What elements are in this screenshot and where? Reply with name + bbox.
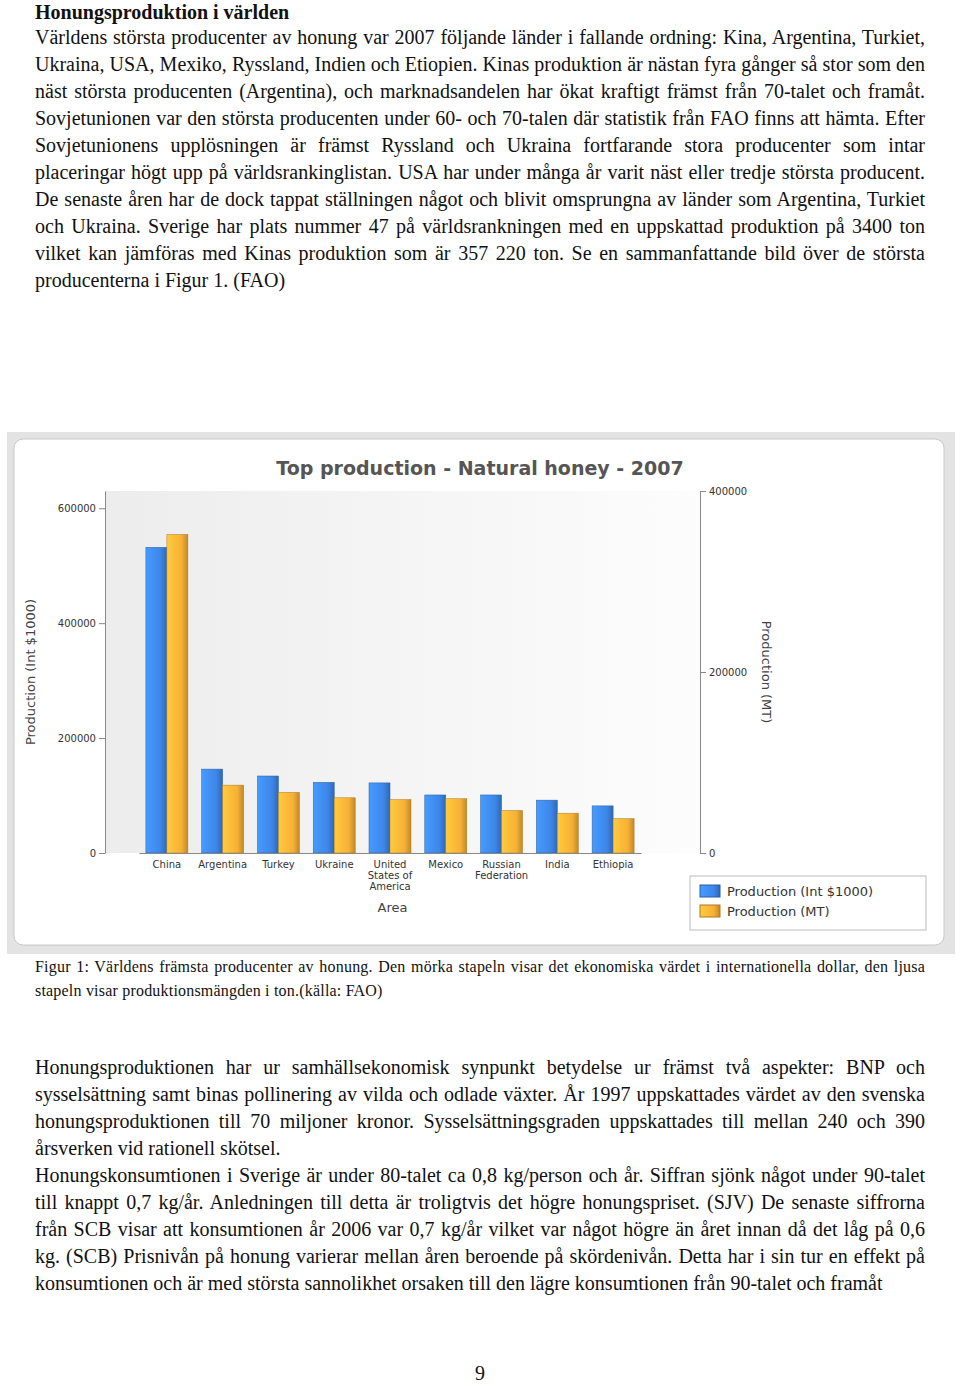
x-tick-label-line: United bbox=[374, 859, 407, 870]
x-tick: Argentina bbox=[198, 853, 247, 870]
bar bbox=[223, 785, 244, 853]
caption: Figur 1: Världens främsta producenter av… bbox=[35, 955, 925, 1003]
bar bbox=[146, 547, 167, 853]
y2-tick: 0 bbox=[700, 848, 715, 859]
text-block-bottom: Honungsproduktionen har ur samhällsekono… bbox=[35, 1054, 925, 1297]
x-tick-label: Turkey bbox=[261, 859, 295, 870]
legend-swatch bbox=[700, 905, 720, 917]
chart-panel bbox=[14, 439, 944, 945]
y-tick: 400000 bbox=[58, 618, 105, 629]
y-tick-mark bbox=[99, 508, 105, 509]
x-tick-label: RussianFederation bbox=[475, 859, 528, 881]
y-tick: 0 bbox=[90, 848, 105, 859]
legend-item: Production (Int $1000) bbox=[700, 884, 873, 899]
y-tick-mark bbox=[99, 623, 105, 624]
bar bbox=[278, 792, 299, 853]
chart-title: Top production - Natural honey - 2007 bbox=[276, 457, 683, 479]
x-tick: Turkey bbox=[261, 853, 295, 870]
y-axis-title: Production (Int $1000) bbox=[23, 599, 38, 745]
y2-tick-label: 400000 bbox=[709, 486, 747, 497]
y-tick-mark bbox=[99, 853, 105, 854]
x-axis-line bbox=[140, 853, 642, 854]
page-number: 9 bbox=[0, 1362, 960, 1385]
paragraph: Honungsproduktionen har ur samhällsekono… bbox=[35, 1054, 925, 1162]
plot-background bbox=[105, 491, 700, 853]
x-tick-label: Argentina bbox=[198, 859, 247, 870]
bar bbox=[536, 800, 557, 853]
x-tick: RussianFederation bbox=[475, 853, 528, 881]
legend-item: Production (MT) bbox=[700, 904, 830, 919]
heading: Honungsproduktion i världen bbox=[35, 0, 925, 24]
bars bbox=[146, 534, 634, 853]
x-tick-label: China bbox=[153, 859, 182, 870]
bar bbox=[592, 806, 613, 853]
x-tick-label: UnitedStates ofAmerica bbox=[368, 859, 413, 892]
paragraph: Världens största producenter av honung v… bbox=[35, 24, 925, 294]
x-tick-label-line: America bbox=[369, 881, 410, 892]
chart-svg: Top production - Natural honey - 2007 0 20… bbox=[0, 430, 960, 960]
y2-tick-mark bbox=[700, 491, 706, 492]
y-axis: 0 200000 400000 600000 bbox=[58, 492, 106, 859]
x-axis: China Argentina Turkey Ukraine UnitedStates … bbox=[140, 853, 642, 892]
bar bbox=[613, 819, 634, 853]
legend-label: Production (Int $1000) bbox=[727, 884, 873, 899]
y-tick-label: 0 bbox=[90, 848, 96, 859]
y2-axis: 0 200000 400000 bbox=[700, 486, 747, 859]
x-tick: Ethiopia bbox=[593, 853, 634, 870]
x-tick-label-line: States of bbox=[368, 870, 413, 881]
bar bbox=[425, 795, 446, 853]
x-axis-title: Area bbox=[378, 900, 408, 915]
caption-block: Figur 1: Världens främsta producenter av… bbox=[35, 955, 925, 1003]
legend: Production (Int $1000) Production (MT) bbox=[690, 876, 926, 930]
x-tick-label-line: Federation bbox=[475, 870, 528, 881]
bar bbox=[481, 795, 502, 853]
bar bbox=[313, 782, 334, 853]
x-tick: Mexico bbox=[428, 853, 463, 870]
bar bbox=[257, 776, 278, 853]
legend-label: Production (MT) bbox=[727, 904, 830, 919]
bar bbox=[369, 783, 390, 853]
y2-tick-mark bbox=[700, 672, 706, 673]
x-tick: China bbox=[153, 853, 182, 870]
x-tick: India bbox=[545, 853, 570, 870]
y2-tick: 200000 bbox=[700, 667, 747, 678]
x-tick: UnitedStates ofAmerica bbox=[368, 853, 413, 892]
bar bbox=[446, 799, 467, 853]
y-tick: 600000 bbox=[58, 503, 105, 514]
bar bbox=[502, 810, 523, 853]
x-tick-label-line: Russian bbox=[482, 859, 521, 870]
y-tick: 200000 bbox=[58, 733, 105, 744]
bar bbox=[390, 800, 411, 853]
y2-tick-label: 0 bbox=[709, 848, 715, 859]
x-tick-label: Ethiopia bbox=[593, 859, 634, 870]
bar bbox=[334, 798, 355, 853]
x-tick-label: India bbox=[545, 859, 570, 870]
chart-frame bbox=[7, 432, 955, 954]
bar bbox=[167, 534, 188, 853]
y-tick-label: 200000 bbox=[58, 733, 96, 744]
x-tick-label: Mexico bbox=[428, 859, 463, 870]
legend-swatch bbox=[700, 885, 720, 897]
text-block-top: Honungsproduktion i världenVärldens stör… bbox=[35, 0, 925, 294]
y-tick-label: 600000 bbox=[58, 503, 96, 514]
x-tick-label: Ukraine bbox=[315, 859, 354, 870]
bar bbox=[202, 769, 223, 853]
legend-box bbox=[690, 876, 926, 930]
y-axis-line bbox=[105, 492, 106, 854]
y2-tick: 400000 bbox=[700, 486, 747, 497]
y2-axis-title: Production (MT) bbox=[759, 621, 774, 724]
y2-tick-mark bbox=[700, 853, 706, 854]
page: Honungsproduktion i världenVärldens stör… bbox=[0, 0, 960, 1386]
x-tick: Ukraine bbox=[315, 853, 354, 870]
y-tick-label: 400000 bbox=[58, 618, 96, 629]
y-tick-mark bbox=[99, 738, 105, 739]
bar bbox=[557, 813, 578, 853]
paragraph: Honungskonsumtionen i Sverige är under 8… bbox=[35, 1162, 925, 1297]
y2-tick-label: 200000 bbox=[709, 667, 747, 678]
